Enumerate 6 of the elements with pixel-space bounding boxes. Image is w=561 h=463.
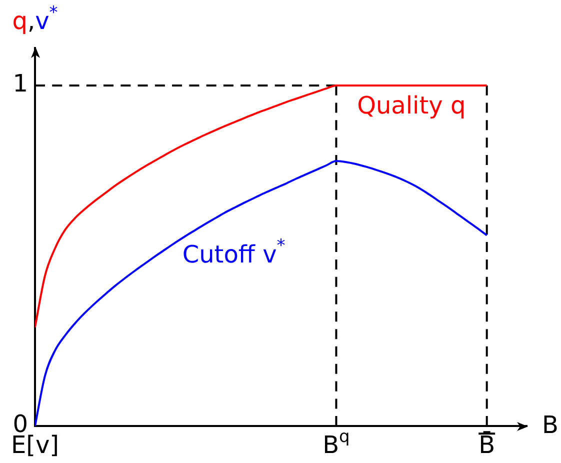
series-label: Quality q xyxy=(357,92,466,120)
y-axis-title: q,v* xyxy=(12,2,58,36)
x-tick-label: B̄ xyxy=(478,430,496,460)
series-label: Cutoff v* xyxy=(182,236,286,268)
y-tick-label: 1 xyxy=(12,70,28,98)
x-axis-title: B xyxy=(542,411,558,440)
